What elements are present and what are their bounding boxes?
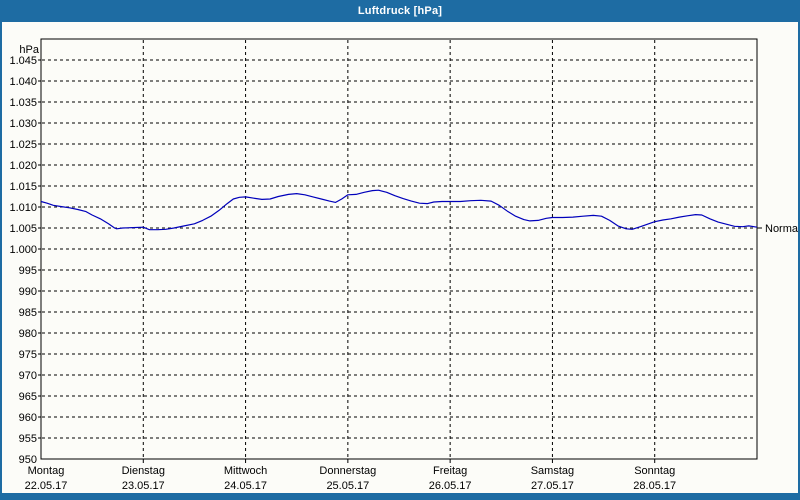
weekday-label: Sonntag bbox=[634, 465, 675, 477]
weekday-label: Mittwoch bbox=[224, 465, 267, 477]
y-tick-label: 965 bbox=[19, 391, 37, 403]
y-tick-label: 1.010 bbox=[9, 202, 37, 214]
date-label: 24.05.17 bbox=[224, 480, 267, 492]
date-label: 23.05.17 bbox=[122, 480, 165, 492]
y-tick-label: 980 bbox=[19, 328, 37, 340]
y-tick-label: 1.030 bbox=[9, 118, 37, 130]
plot-frame bbox=[40, 38, 758, 460]
weekday-label: Dienstag bbox=[122, 465, 165, 477]
pressure-chart: 1.045 1.040 1.035 1.030 1.025 1.020 1.015 1.010… bbox=[9, 38, 798, 492]
date-label: 26.05.17 bbox=[429, 480, 472, 492]
y-axis-unit-label: hPa bbox=[19, 44, 39, 56]
y-tick-label: 1.000 bbox=[9, 244, 37, 256]
y-tick-label: 955 bbox=[19, 433, 37, 445]
weekday-label: Montag bbox=[28, 465, 65, 477]
date-label: 28.05.17 bbox=[633, 480, 676, 492]
y-tick-label: 985 bbox=[19, 307, 37, 319]
y-tick-label: 970 bbox=[19, 370, 37, 382]
date-label: 25.05.17 bbox=[326, 480, 369, 492]
y-tick-label: 1.035 bbox=[9, 97, 37, 109]
weekday-label: Donnerstag bbox=[319, 465, 376, 477]
y-tick-label: 1.005 bbox=[9, 223, 37, 235]
pressure-line bbox=[40, 189, 758, 231]
y-tick-label: 1.045 bbox=[9, 55, 37, 67]
window-title: Luftdruck [hPa] bbox=[357, 5, 443, 17]
y-tick-label: 950 bbox=[19, 454, 37, 466]
y-tick-label: 1.040 bbox=[9, 76, 37, 88]
weekday-label: Samstag bbox=[531, 465, 574, 477]
date-label: 22.05.17 bbox=[25, 480, 68, 492]
weekday-label: Freitag bbox=[433, 465, 467, 477]
date-label: 27.05.17 bbox=[531, 480, 574, 492]
chart-area: 1.045 1.040 1.035 1.030 1.025 1.020 1.015 1.010… bbox=[2, 22, 798, 493]
y-tick-label: 1.025 bbox=[9, 139, 37, 151]
y-tick-label: 1.020 bbox=[9, 160, 37, 172]
y-tick-label: 995 bbox=[19, 265, 37, 277]
y-tick-label: 990 bbox=[19, 286, 37, 298]
window-titlebar: Luftdruck [hPa] bbox=[2, 0, 798, 22]
y-tick-label: 975 bbox=[19, 349, 37, 361]
y-tick-label: 1.015 bbox=[9, 181, 37, 193]
normal-marker-label: Normal bbox=[765, 223, 798, 235]
y-tick-label: 960 bbox=[19, 412, 37, 424]
